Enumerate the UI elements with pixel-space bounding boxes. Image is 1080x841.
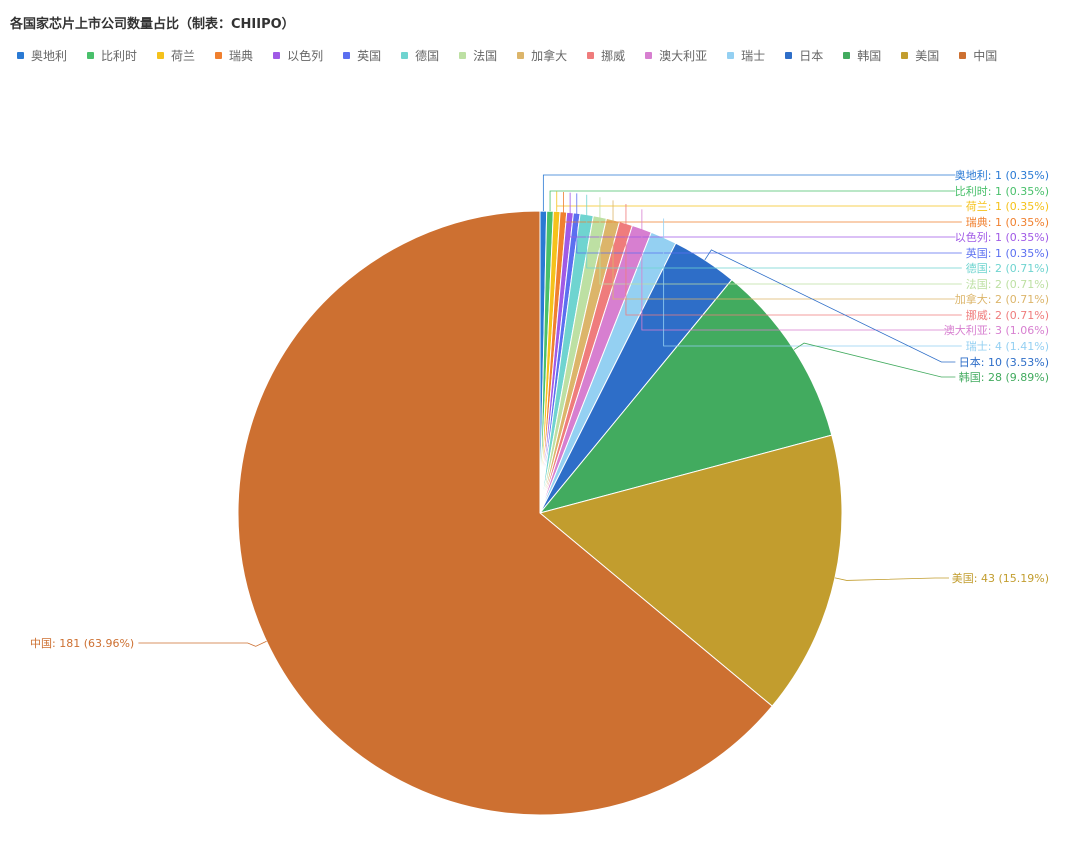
legend-item[interactable]: 韩国 [843,47,881,64]
legend-item[interactable]: 日本 [785,47,823,64]
leader-line [704,249,956,363]
legend-label: 瑞典 [229,49,254,63]
leader-line [834,577,949,581]
slice-label: 奥地利: 1 (0.35%) [955,168,1049,182]
slice-label: 中国: 181 (63.96%) [30,637,134,650]
legend-item[interactable]: 以色列 [273,47,323,64]
slice-label: 加拿大: 2 (0.71%) [955,292,1049,306]
leader-line [586,194,962,269]
slice-label-group: 荷兰: 1 (0.35%) [556,191,1049,213]
legend-item[interactable]: 澳大利亚 [645,47,707,64]
pie-slice[interactable] [538,434,843,707]
legend-swatch [785,52,793,59]
legend-label: 美国 [915,49,940,63]
slice-label: 以色列: 1 (0.35%) [955,230,1049,244]
legend-label: 荷兰 [171,49,196,63]
legend-label: 德国 [415,49,440,63]
leader-line [641,209,949,331]
slice-label: 德国: 2 (0.71%) [966,261,1049,275]
slice-label-group: 美国: 43 (15.19%) [834,572,1049,585]
leader-line [612,200,956,300]
legend-item[interactable]: 美国 [901,47,939,64]
legend-item[interactable]: 比利时 [87,47,137,64]
legend-swatch [843,52,851,59]
legend-swatch [959,52,967,59]
slice-label-group: 瑞典: 1 (0.35%) [563,191,1049,229]
slice-label: 法国: 2 (0.71%) [966,277,1049,291]
slice-label: 瑞士: 4 (1.41%) [966,339,1049,353]
slice-label-group: 澳大利亚: 3 (1.06%) [641,209,1049,337]
legend-item[interactable]: 瑞士 [727,47,765,64]
slice-label-group: 加拿大: 2 (0.71%) [612,200,1049,306]
legend-label: 日本 [799,49,824,63]
legend-swatch [727,52,735,59]
leader-line [563,191,962,223]
leader-line [556,191,962,212]
slice-label-group: 韩国: 28 (9.89%) [793,342,1049,384]
legend-item[interactable]: 荷兰 [157,47,195,64]
slice-label: 比利时: 1 (0.35%) [955,185,1049,198]
legend-label: 奥地利 [31,49,68,63]
legend-swatch [517,52,525,59]
legend-item[interactable]: 加拿大 [517,47,567,64]
legend-label: 以色列 [287,49,324,63]
legend-label: 比利时 [101,49,138,63]
leader-line [138,640,267,647]
legend-label: 澳大利亚 [659,49,708,63]
slice-label: 瑞典: 1 (0.35%) [966,215,1049,229]
legend-item[interactable]: 奥地利 [17,47,67,64]
legend-swatch [401,52,409,59]
legend-swatch [215,52,223,59]
legend-swatch [87,52,95,59]
legend-item[interactable]: 中国 [959,47,997,64]
slice-label-group: 中国: 181 (63.96%) [30,637,267,650]
slice-label: 澳大利亚: 3 (1.06%) [944,323,1049,337]
legend-label: 加拿大 [531,49,568,63]
legend-label: 中国 [973,49,998,63]
legend-item[interactable]: 挪威 [587,47,625,64]
slice-label-group: 挪威: 2 (0.71%) [625,203,1049,322]
legend-swatch [343,52,351,59]
legend-label: 韩国 [857,49,882,63]
leader-line [576,193,962,254]
slice-label: 荷兰: 1 (0.35%) [966,200,1049,213]
slice-label-group: 英国: 1 (0.35%) [576,193,1049,260]
legend-label: 法国 [473,49,498,63]
leader-line [793,342,956,378]
legend-item[interactable]: 法国 [459,47,497,64]
slice-label-group: 奥地利: 1 (0.35%) [542,168,1049,212]
leader-line [663,218,962,347]
leader-line [549,190,956,212]
slice-label-group: 日本: 10 (3.53%) [704,249,1049,369]
slice-label-group: 比利时: 1 (0.35%) [549,185,1049,212]
legend-swatch [273,52,281,59]
pie-slice[interactable] [538,279,833,514]
legend-label: 挪威 [601,49,626,63]
leader-line [625,203,962,316]
legend-label: 瑞士 [741,49,766,63]
legend-item[interactable]: 德国 [401,47,439,64]
legend-swatch [17,52,24,59]
slice-label: 英国: 1 (0.35%) [966,246,1049,260]
legend-item[interactable]: 瑞典 [215,47,253,64]
legend-swatch [587,52,595,59]
slice-label: 美国: 43 (15.19%) [952,572,1049,585]
legend-item[interactable]: 英国 [343,47,381,64]
chart-legend: 奥地利 比利时 荷兰 瑞典 以色列 英国 德国 法国 加拿大 挪威 澳大利亚 瑞士 日本 韩国 美国 中国 [17,47,1077,64]
legend-swatch [645,52,653,59]
slice-label: 挪威: 2 (0.71%) [966,308,1049,322]
legend-label: 英国 [357,49,382,63]
leader-line [542,174,956,212]
legend-swatch [157,52,165,59]
legend-swatch [459,52,467,59]
slice-label: 日本: 10 (3.53%) [959,355,1049,369]
legend-swatch [901,52,909,59]
slice-label-group: 以色列: 1 (0.35%) [569,192,1049,244]
slice-label: 韩国: 28 (9.89%) [959,370,1049,384]
slice-label-group: 瑞士: 4 (1.41%) [663,218,1049,353]
leader-line [569,192,956,238]
slice-label-group: 德国: 2 (0.71%) [586,194,1049,275]
chart-title: 各国家芯片上市公司数量占比（制表：CHIIPO） [10,17,295,32]
